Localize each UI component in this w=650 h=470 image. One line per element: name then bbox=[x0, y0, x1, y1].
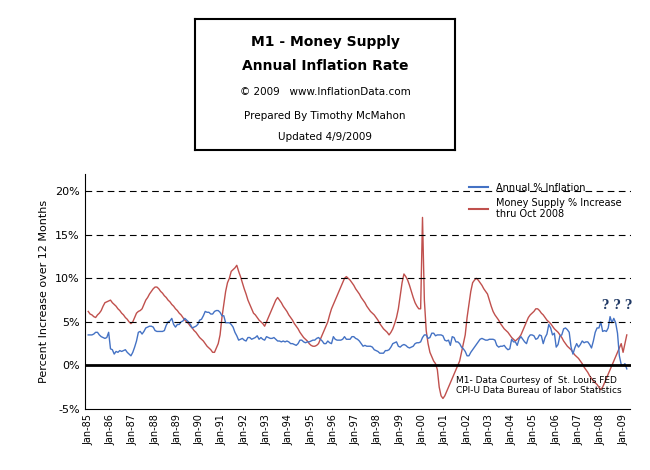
Text: M1 - Money Supply: M1 - Money Supply bbox=[250, 36, 400, 49]
Text: Prepared By Timothy McMahon: Prepared By Timothy McMahon bbox=[244, 111, 406, 121]
Text: ? ? ?: ? ? ? bbox=[602, 299, 632, 312]
Text: © 2009   www.InflationData.com: © 2009 www.InflationData.com bbox=[240, 87, 410, 97]
Text: Updated 4/9/2009: Updated 4/9/2009 bbox=[278, 132, 372, 142]
Legend: Annual % Inflation, Money Supply % Increase
thru Oct 2008: Annual % Inflation, Money Supply % Incre… bbox=[465, 179, 626, 223]
Text: Annual Inflation Rate: Annual Inflation Rate bbox=[242, 59, 408, 73]
Text: M1- Data Courtesy of  St. Louis FED
CPI-U Data Bureau of labor Statistics: M1- Data Courtesy of St. Louis FED CPI-U… bbox=[456, 376, 621, 395]
Y-axis label: Percent Increase over 12 Months: Percent Increase over 12 Months bbox=[40, 200, 49, 383]
